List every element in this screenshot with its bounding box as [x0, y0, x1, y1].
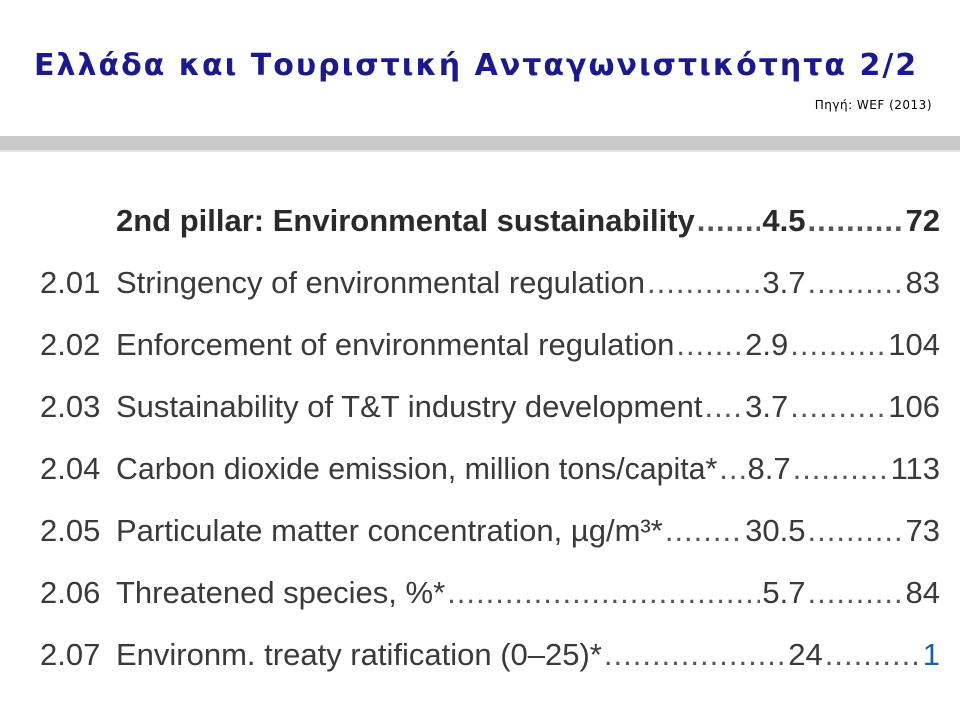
table-row: 2.01 Stringency of environmental regulat…	[0, 252, 960, 314]
indicator-rank: 84	[905, 575, 940, 610]
indicator-score: 8.7	[747, 451, 791, 486]
table-row: 2.05 Particulate matter concentration, µ…	[0, 500, 960, 562]
indicator-rank: 83	[905, 265, 940, 300]
indicator-code: 2.06	[40, 575, 101, 610]
leader-dots	[697, 203, 761, 239]
slide-title: Ελλάδα και Τουριστική Ανταγωνιστικότητα …	[34, 48, 919, 83]
table-row: 2.04 Carbon dioxide emission, million to…	[0, 438, 960, 500]
indicator-code: 2.05	[40, 513, 101, 548]
indicator-label: Threatened species, %*	[116, 575, 446, 610]
indicator-rank: 104	[888, 327, 940, 362]
indicator-rank: 106	[888, 389, 940, 424]
indicator-label: Sustainability of T&T industry developme…	[116, 389, 703, 424]
pillar-score: 4.5	[762, 203, 806, 238]
indicator-label: Particulate matter concentration, µg/m³*	[116, 513, 663, 548]
indicator-score: 24	[788, 637, 823, 672]
leader-dots	[825, 637, 921, 673]
indicator-score: 2.9	[745, 327, 789, 362]
leader-dots	[790, 389, 886, 425]
leader-dots	[808, 203, 904, 239]
table-row: 2.07 Environm. treaty ratification (0–25…	[0, 624, 960, 686]
source-note: Πηγή: WEF (2013)	[814, 98, 932, 112]
leader-dots	[793, 451, 889, 487]
indicator-label: Carbon dioxide emission, million tons/ca…	[116, 451, 718, 486]
pillar-rank: 72	[905, 203, 940, 238]
indicator-code: 2.03	[40, 389, 101, 424]
indicator-code: 2.02	[40, 327, 101, 362]
leader-dots	[790, 327, 886, 363]
leader-dots	[647, 265, 760, 301]
leader-dots	[808, 575, 904, 611]
indicator-label: Stringency of environmental regulation	[116, 265, 646, 300]
indicator-code: 2.01	[40, 265, 101, 300]
pillar-header-row: 2nd pillar: Environmental sustainability…	[0, 190, 960, 252]
indicator-score: 30.5	[745, 513, 806, 548]
indicator-code: 2.04	[40, 451, 101, 486]
indicator-rank: 113	[890, 451, 940, 486]
indicator-rank: 73	[905, 513, 940, 548]
indicator-score: 3.7	[745, 389, 789, 424]
table-row: 2.03 Sustainability of T&T industry deve…	[0, 376, 960, 438]
leader-dots	[447, 575, 760, 611]
leader-dots	[604, 637, 786, 673]
leader-dots	[676, 327, 743, 363]
leader-dots	[808, 265, 904, 301]
indicator-code: 2.07	[40, 637, 101, 672]
leader-dots	[808, 513, 904, 549]
indicator-score: 5.7	[762, 575, 806, 610]
indicator-label: Enforcement of environmental regulation	[116, 327, 675, 362]
indicator-score: 3.7	[762, 265, 806, 300]
divider-line	[0, 150, 960, 152]
indicator-rank-highlight: 1	[922, 637, 940, 672]
leader-dots	[704, 389, 743, 425]
indicator-label: Environm. treaty ratification (0–25)*	[116, 637, 602, 672]
table-row: 2.06 Threatened species, %* 5.7 84	[0, 562, 960, 624]
table-row: 2.02 Enforcement of environmental regula…	[0, 314, 960, 376]
pillar-label: 2nd pillar: Environmental sustainability	[116, 203, 695, 238]
divider-bar	[0, 136, 960, 150]
leader-dots	[719, 451, 745, 487]
leader-dots	[665, 513, 743, 549]
